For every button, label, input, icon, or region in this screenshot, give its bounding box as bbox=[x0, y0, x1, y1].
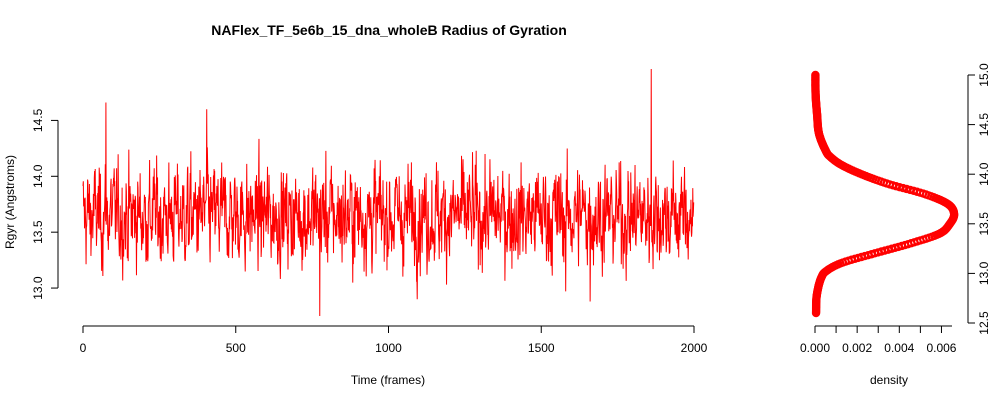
x-axis: 0 500 1000 1500 2000 bbox=[80, 325, 708, 355]
density-y-tick-label: 14.0 bbox=[977, 162, 991, 186]
density-y-axis: 12.5 13.0 13.5 14.0 14.5 15.0 bbox=[967, 63, 991, 335]
density-point bbox=[902, 184, 911, 194]
density-x-axis-title: density bbox=[870, 373, 908, 387]
density-y-tick-label: 12.5 bbox=[977, 311, 991, 335]
time-series-panel: 0 500 1000 1500 2000 13.0 13.5 14.0 14.5 Time (… bbox=[3, 68, 708, 387]
y-axis-title: Rgyr (Angstroms) bbox=[3, 155, 17, 249]
density-y-tick-label: 15.0 bbox=[977, 63, 991, 87]
x-axis-title: Time (frames) bbox=[351, 373, 425, 387]
x-tick-label: 2000 bbox=[681, 341, 708, 355]
density-y-tick-label: 13.5 bbox=[977, 212, 991, 236]
y-tick-label: 13.0 bbox=[31, 276, 45, 300]
x-tick-label: 0 bbox=[80, 341, 87, 355]
x-tick-label: 1500 bbox=[528, 341, 555, 355]
density-x-tick-label: 0.000 bbox=[800, 341, 830, 355]
density-y-tick-label: 14.5 bbox=[977, 113, 991, 137]
rgyr-series-line bbox=[82, 68, 695, 317]
x-tick-label: 1000 bbox=[375, 341, 402, 355]
density-point bbox=[905, 185, 915, 195]
y-axis: 13.0 13.5 14.0 14.5 bbox=[31, 108, 59, 300]
density-x-tick-label: 0.006 bbox=[926, 341, 956, 355]
density-y-tick-label: 13.0 bbox=[977, 261, 991, 285]
y-tick-label: 14.5 bbox=[31, 108, 45, 132]
density-x-axis: 0.000 0.002 0.004 0.006 bbox=[800, 325, 957, 355]
density-point bbox=[811, 70, 820, 80]
chart-title: NAFlex_TF_5e6b_15_dna_wholeB Radius of G… bbox=[211, 22, 567, 38]
y-tick-label: 13.5 bbox=[31, 220, 45, 244]
density-x-tick-label: 0.004 bbox=[884, 341, 914, 355]
density-curve bbox=[811, 70, 959, 318]
density-panel: 0.000 0.002 0.004 0.006 12.5 13.0 13.5 14.0 14.… bbox=[800, 63, 991, 387]
y-tick-label: 14.0 bbox=[31, 164, 45, 188]
x-tick-label: 500 bbox=[226, 341, 246, 355]
density-x-tick-label: 0.002 bbox=[842, 341, 872, 355]
